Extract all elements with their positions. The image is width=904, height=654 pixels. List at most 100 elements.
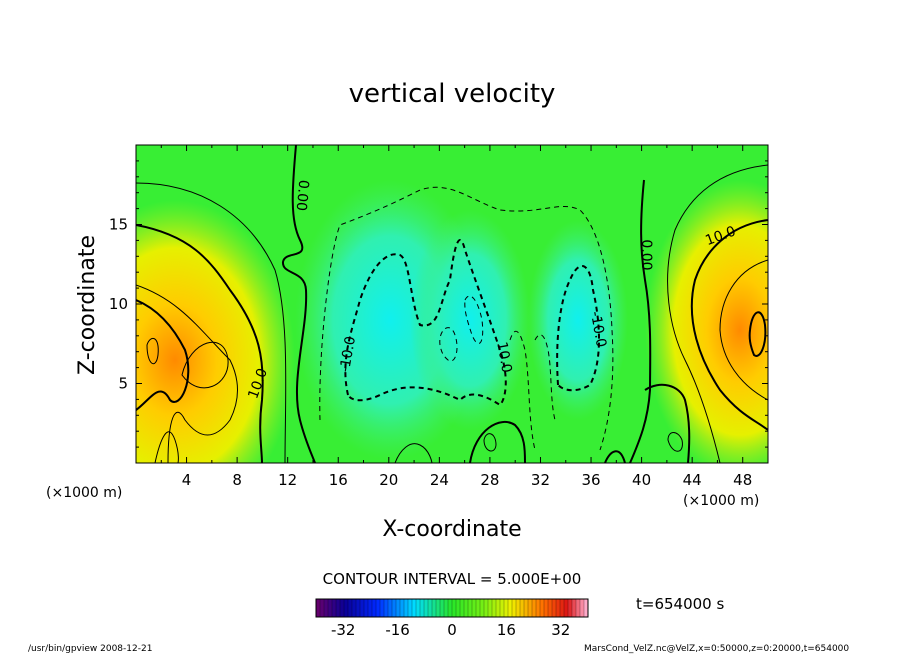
x-tick-label: 32: [531, 471, 550, 489]
colorbar-cell: [392, 599, 397, 617]
contour-line: [509, 330, 556, 451]
contour-line: [604, 450, 626, 463]
contour-line: [556, 265, 600, 392]
colorbar-cell: [364, 599, 369, 617]
colorbar-cell: [452, 599, 457, 617]
colorbar-cell: [324, 599, 329, 617]
field-blob: [136, 200, 295, 463]
colorbar-cell: [428, 599, 433, 617]
x-tick-label: 8: [232, 471, 242, 489]
colorbar-cell: [468, 599, 473, 617]
colorbar-cell: [416, 599, 421, 617]
colorbar-cell: [584, 599, 589, 617]
contour-line: [181, 341, 229, 389]
x-tick-label: 24: [430, 471, 449, 489]
colorbar-cell: [432, 599, 437, 617]
contour-line: [719, 259, 768, 401]
contour-line: [136, 299, 190, 411]
contour-label: 0.00: [293, 179, 312, 211]
contour-label: -10.0: [587, 310, 609, 348]
contour-line: [439, 327, 458, 362]
colorbar-cell: [404, 599, 409, 617]
colorbar-cell: [316, 599, 321, 617]
colorbar-cell: [568, 599, 573, 617]
colorbar-cell: [400, 599, 405, 617]
colorbar-cell: [424, 599, 429, 617]
colorbar-cell: [556, 599, 561, 617]
contour-line: [136, 224, 264, 463]
colorbar-cell: [508, 599, 513, 617]
colorbar-cell: [460, 599, 465, 617]
colorbar-cell: [368, 599, 373, 617]
contour-line: [469, 420, 526, 463]
colorbar-cell: [536, 599, 541, 617]
colorbar-cell: [472, 599, 477, 617]
colorbar-tick-label: 0: [447, 621, 457, 639]
colorbar-tick-label: 32: [551, 621, 570, 639]
colorbar-cell: [524, 599, 529, 617]
colorbar-cell: [464, 599, 469, 617]
contour-line: [394, 443, 433, 463]
colorbar-cell: [492, 599, 497, 617]
x-tick-label: 40: [632, 471, 651, 489]
field-blob: [645, 180, 768, 463]
colorbar-cell: [412, 599, 417, 617]
colorbar-cell: [420, 599, 425, 617]
contour-label: 10.0: [493, 341, 514, 374]
colorbar-cell: [372, 599, 377, 617]
contour-label: -10.0: [337, 335, 359, 373]
colorbar-cell: [528, 599, 533, 617]
colorbar-cell: [328, 599, 333, 617]
colorbar-cell: [332, 599, 337, 617]
field-blob: [528, 220, 628, 420]
colorbar-cell: [572, 599, 577, 617]
x-tick-label: 20: [379, 471, 398, 489]
x-axis-label: X-coordinate: [382, 517, 521, 542]
x-tick-label: 4: [182, 471, 192, 489]
time-label: t=654000 s: [636, 595, 724, 613]
colorbar-cell: [356, 599, 361, 617]
colorbar-cell: [384, 599, 389, 617]
colorbar-cell: [540, 599, 545, 617]
contour-line: [281, 145, 316, 463]
contour-labels: 0.00 0.00 10.0 10.0 -10.0 10.0 -10.0: [245, 179, 738, 401]
footer-left: /usr/bin/gpview 2008-12-21: [28, 644, 152, 654]
colorbar-cell: [484, 599, 489, 617]
x-tick-label: 36: [581, 471, 600, 489]
colorbar-frame: [315, 598, 589, 618]
colorbar-cell: [408, 599, 413, 617]
colorbar-cell: [560, 599, 565, 617]
colorbar-cell: [388, 599, 393, 617]
colorbar-cell: [376, 599, 381, 617]
colorbar-cell: [444, 599, 449, 617]
y-tick-label: 10: [109, 295, 128, 313]
colorbar-cell: [320, 599, 325, 617]
contour-lines: [136, 145, 768, 463]
x-tick-label: 16: [329, 471, 348, 489]
colorbar-cell: [380, 599, 385, 617]
contour-line: [667, 432, 683, 452]
contour-line: [154, 431, 179, 463]
colorbar-cell: [580, 599, 585, 617]
colorbar-cell: [544, 599, 549, 617]
colorbar-cell: [344, 599, 349, 617]
colorbar-cell: [564, 599, 569, 617]
contour-line: [464, 295, 484, 344]
colorbar-cell: [520, 599, 525, 617]
contour-interval: CONTOUR INTERVAL = 5.000E+00: [323, 570, 582, 588]
colorbar-cell: [552, 599, 557, 617]
x-tick-label: 12: [278, 471, 297, 489]
x-axis: 4 8 12 16 20 24 28 32 36 40 44 48: [160, 145, 752, 489]
colorbar-tick-label: -16: [385, 621, 410, 639]
y-axis: 5 10 15: [109, 160, 768, 448]
heatmap-field: [136, 145, 768, 463]
colorbar-cell: [396, 599, 401, 617]
contour-line: [629, 179, 652, 463]
contour-line: [483, 433, 497, 452]
colorbar-cell: [352, 599, 357, 617]
colorbar-cell: [436, 599, 441, 617]
x-unit-right: (×1000 m): [683, 493, 759, 509]
colorbar-cell: [360, 599, 365, 617]
x-tick-label: 44: [683, 471, 702, 489]
colorbar-cell: [336, 599, 341, 617]
